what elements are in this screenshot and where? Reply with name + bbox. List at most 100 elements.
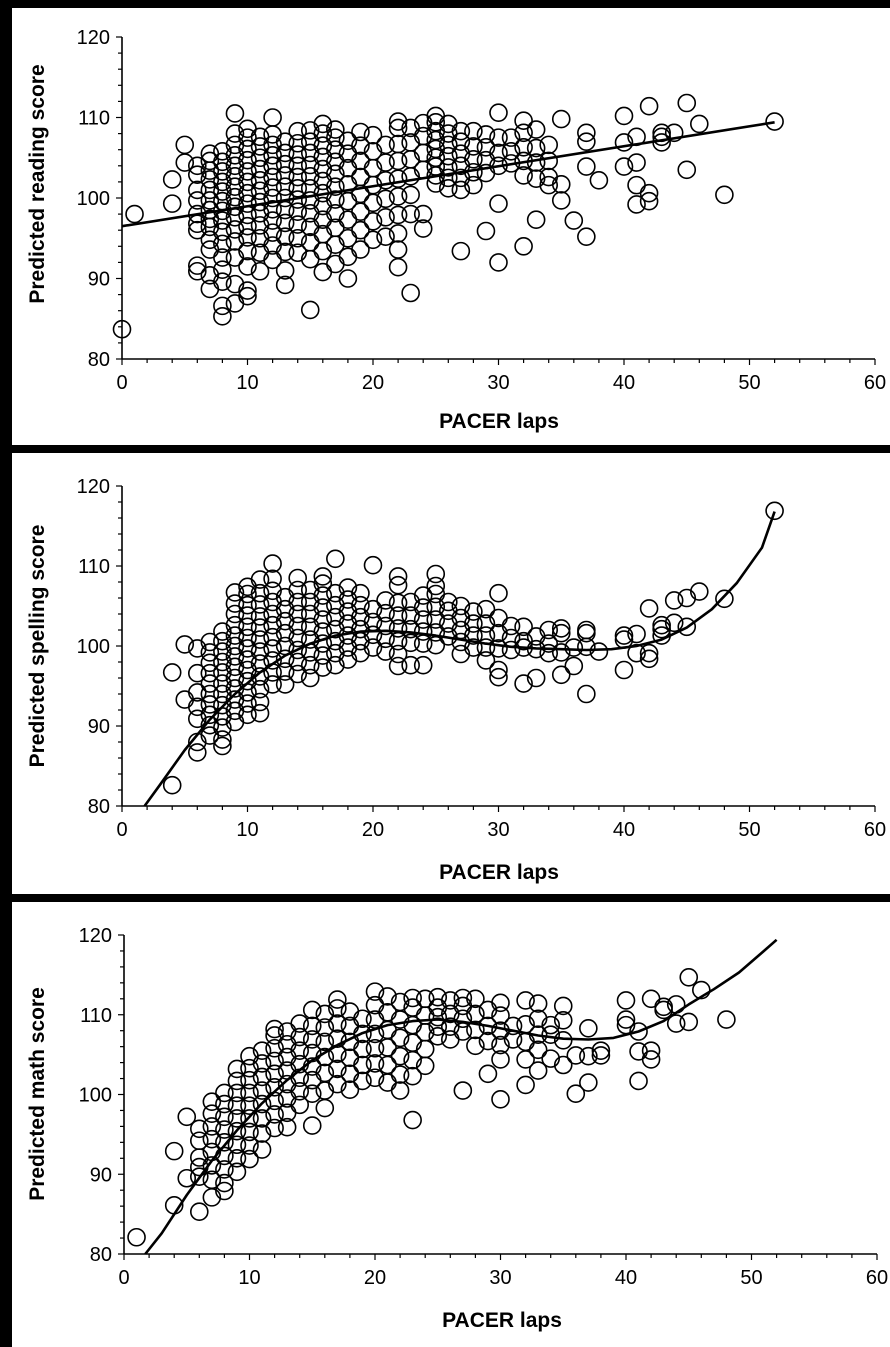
data-point [290,1027,310,1047]
data-point [363,638,383,657]
data-point [275,200,295,220]
data-point [250,570,270,589]
data-point [263,135,282,155]
data-point [401,633,420,653]
data-point [177,1107,197,1127]
data-point [539,643,559,663]
data-point [363,212,383,231]
data-point [326,140,345,159]
data-point [175,135,195,155]
data-point [566,1084,586,1104]
data-point [213,652,232,672]
data-point [614,626,634,645]
data-point [677,160,697,180]
data-point [501,616,521,636]
data-point [664,123,684,143]
data-point [489,667,508,687]
data-point [351,583,370,603]
data-point [351,220,370,240]
data-point [639,183,659,203]
data-point [215,1120,234,1139]
data-point [188,743,207,762]
data-point [639,599,659,618]
data-point [514,123,533,143]
data-point [265,1078,284,1097]
data-point [250,692,270,712]
data-point [401,185,420,205]
data-point [288,145,308,164]
data-point [577,157,596,176]
data-point [376,642,395,661]
data-point [501,640,521,660]
data-point [451,121,471,141]
data-point [250,181,270,201]
y-tick-label: 90 [88,269,110,291]
data-point [302,1030,322,1049]
x-tick-label: 10 [238,1267,260,1289]
data-point [225,187,245,207]
data-point [514,166,533,185]
data-point [526,210,546,230]
data-point [200,265,220,285]
trend-line [144,938,778,1255]
data-point [451,132,471,151]
data-point [340,1080,360,1100]
x-tick-label: 60 [864,819,886,841]
x-tick-label: 20 [364,1267,386,1289]
data-point [238,139,257,159]
data-point [190,1202,209,1222]
data-point [539,151,559,171]
data-point [162,170,182,189]
x-tick-label: 20 [362,819,384,841]
data-point [577,123,596,143]
data-point [240,1109,259,1128]
data-point [313,610,333,629]
data-point [390,1028,410,1048]
data-point [213,663,232,682]
data-point [476,614,496,633]
data-point [616,991,636,1010]
data-point [629,1071,648,1091]
data-point [263,108,282,127]
data-point [403,988,422,1008]
data-point [213,718,232,737]
data-point [213,296,232,316]
data-point [290,1041,310,1060]
data-point [225,294,245,313]
data-point [164,1141,184,1161]
data-point [451,241,471,261]
data-point [476,125,496,144]
data-point [413,586,433,605]
data-point [464,175,483,195]
data-point [614,106,634,126]
data-point [200,663,220,683]
data-point [190,1119,209,1139]
data-point [338,269,358,288]
data-point [313,598,333,617]
data-point [338,638,358,657]
data-point [388,619,408,638]
x-tick-label: 10 [236,372,258,394]
x-tick-label: 40 [615,1267,637,1289]
data-point [338,578,358,597]
data-point [328,1014,347,1033]
data-point [691,980,711,1000]
data-point [263,569,282,589]
data-point [240,1096,259,1115]
data-point [263,156,282,176]
data-point [265,1019,284,1039]
data-point [162,663,182,682]
y-tick-label: 110 [78,108,110,130]
data-point [238,694,257,713]
data-point [390,992,410,1012]
data-point [376,208,395,227]
data-point [263,178,282,197]
data-point [265,1051,284,1071]
data-point [238,595,257,615]
data-point [200,674,220,693]
data-point [238,128,257,147]
data-point [627,153,646,172]
data-point [213,211,232,230]
data-point [363,625,383,645]
data-point [363,230,383,250]
